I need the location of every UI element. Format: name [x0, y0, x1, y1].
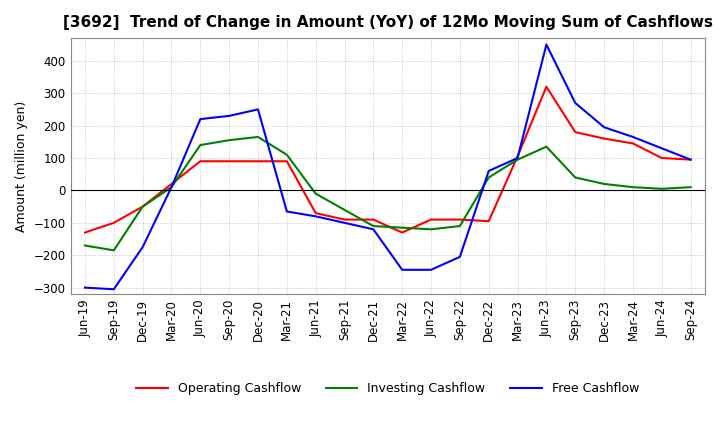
- Free Cashflow: [600, 125, 608, 130]
- Investing Cashflow: [340, 207, 348, 213]
- Operating Cashflow: [311, 210, 320, 216]
- Free Cashflow: [456, 254, 464, 260]
- Free Cashflow: [81, 285, 89, 290]
- Free Cashflow: [109, 286, 118, 292]
- Free Cashflow: [253, 107, 262, 112]
- Free Cashflow: [138, 245, 147, 250]
- Operating Cashflow: [571, 129, 580, 135]
- Investing Cashflow: [81, 243, 89, 248]
- Operating Cashflow: [369, 217, 378, 222]
- Operating Cashflow: [456, 217, 464, 222]
- Free Cashflow: [398, 267, 407, 272]
- Operating Cashflow: [427, 217, 436, 222]
- Operating Cashflow: [138, 204, 147, 209]
- Operating Cashflow: [253, 158, 262, 164]
- Free Cashflow: [196, 117, 204, 122]
- Operating Cashflow: [109, 220, 118, 225]
- Operating Cashflow: [282, 158, 291, 164]
- Operating Cashflow: [196, 158, 204, 164]
- Free Cashflow: [167, 184, 176, 190]
- Investing Cashflow: [311, 191, 320, 196]
- Investing Cashflow: [138, 204, 147, 209]
- Investing Cashflow: [196, 143, 204, 148]
- Investing Cashflow: [253, 134, 262, 139]
- Operating Cashflow: [657, 155, 666, 161]
- Investing Cashflow: [456, 224, 464, 229]
- Operating Cashflow: [340, 217, 348, 222]
- Investing Cashflow: [686, 184, 695, 190]
- Free Cashflow: [686, 157, 695, 162]
- Line: Free Cashflow: Free Cashflow: [85, 44, 690, 289]
- Operating Cashflow: [629, 141, 637, 146]
- Free Cashflow: [571, 100, 580, 106]
- Investing Cashflow: [513, 157, 522, 162]
- Operating Cashflow: [485, 219, 493, 224]
- Operating Cashflow: [81, 230, 89, 235]
- Free Cashflow: [485, 169, 493, 174]
- Investing Cashflow: [109, 248, 118, 253]
- Free Cashflow: [369, 227, 378, 232]
- Operating Cashflow: [398, 230, 407, 235]
- Investing Cashflow: [600, 181, 608, 187]
- Investing Cashflow: [657, 186, 666, 191]
- Free Cashflow: [311, 214, 320, 219]
- Investing Cashflow: [225, 138, 233, 143]
- Operating Cashflow: [167, 181, 176, 187]
- Operating Cashflow: [600, 136, 608, 141]
- Free Cashflow: [282, 209, 291, 214]
- Investing Cashflow: [398, 225, 407, 230]
- Free Cashflow: [225, 113, 233, 118]
- Operating Cashflow: [542, 84, 551, 89]
- Investing Cashflow: [542, 144, 551, 149]
- Investing Cashflow: [167, 184, 176, 190]
- Operating Cashflow: [686, 157, 695, 162]
- Operating Cashflow: [513, 154, 522, 159]
- Operating Cashflow: [225, 158, 233, 164]
- Free Cashflow: [657, 146, 666, 151]
- Y-axis label: Amount (million yen): Amount (million yen): [15, 100, 28, 232]
- Legend: Operating Cashflow, Investing Cashflow, Free Cashflow: Operating Cashflow, Investing Cashflow, …: [132, 377, 644, 400]
- Title: [3692]  Trend of Change in Amount (YoY) of 12Mo Moving Sum of Cashflows: [3692] Trend of Change in Amount (YoY) o…: [63, 15, 713, 30]
- Free Cashflow: [513, 155, 522, 161]
- Investing Cashflow: [629, 184, 637, 190]
- Investing Cashflow: [485, 175, 493, 180]
- Free Cashflow: [629, 134, 637, 139]
- Free Cashflow: [340, 220, 348, 225]
- Investing Cashflow: [282, 152, 291, 158]
- Investing Cashflow: [571, 175, 580, 180]
- Investing Cashflow: [427, 227, 436, 232]
- Free Cashflow: [542, 42, 551, 47]
- Free Cashflow: [427, 267, 436, 272]
- Investing Cashflow: [369, 224, 378, 229]
- Line: Operating Cashflow: Operating Cashflow: [85, 87, 690, 233]
- Line: Investing Cashflow: Investing Cashflow: [85, 137, 690, 250]
